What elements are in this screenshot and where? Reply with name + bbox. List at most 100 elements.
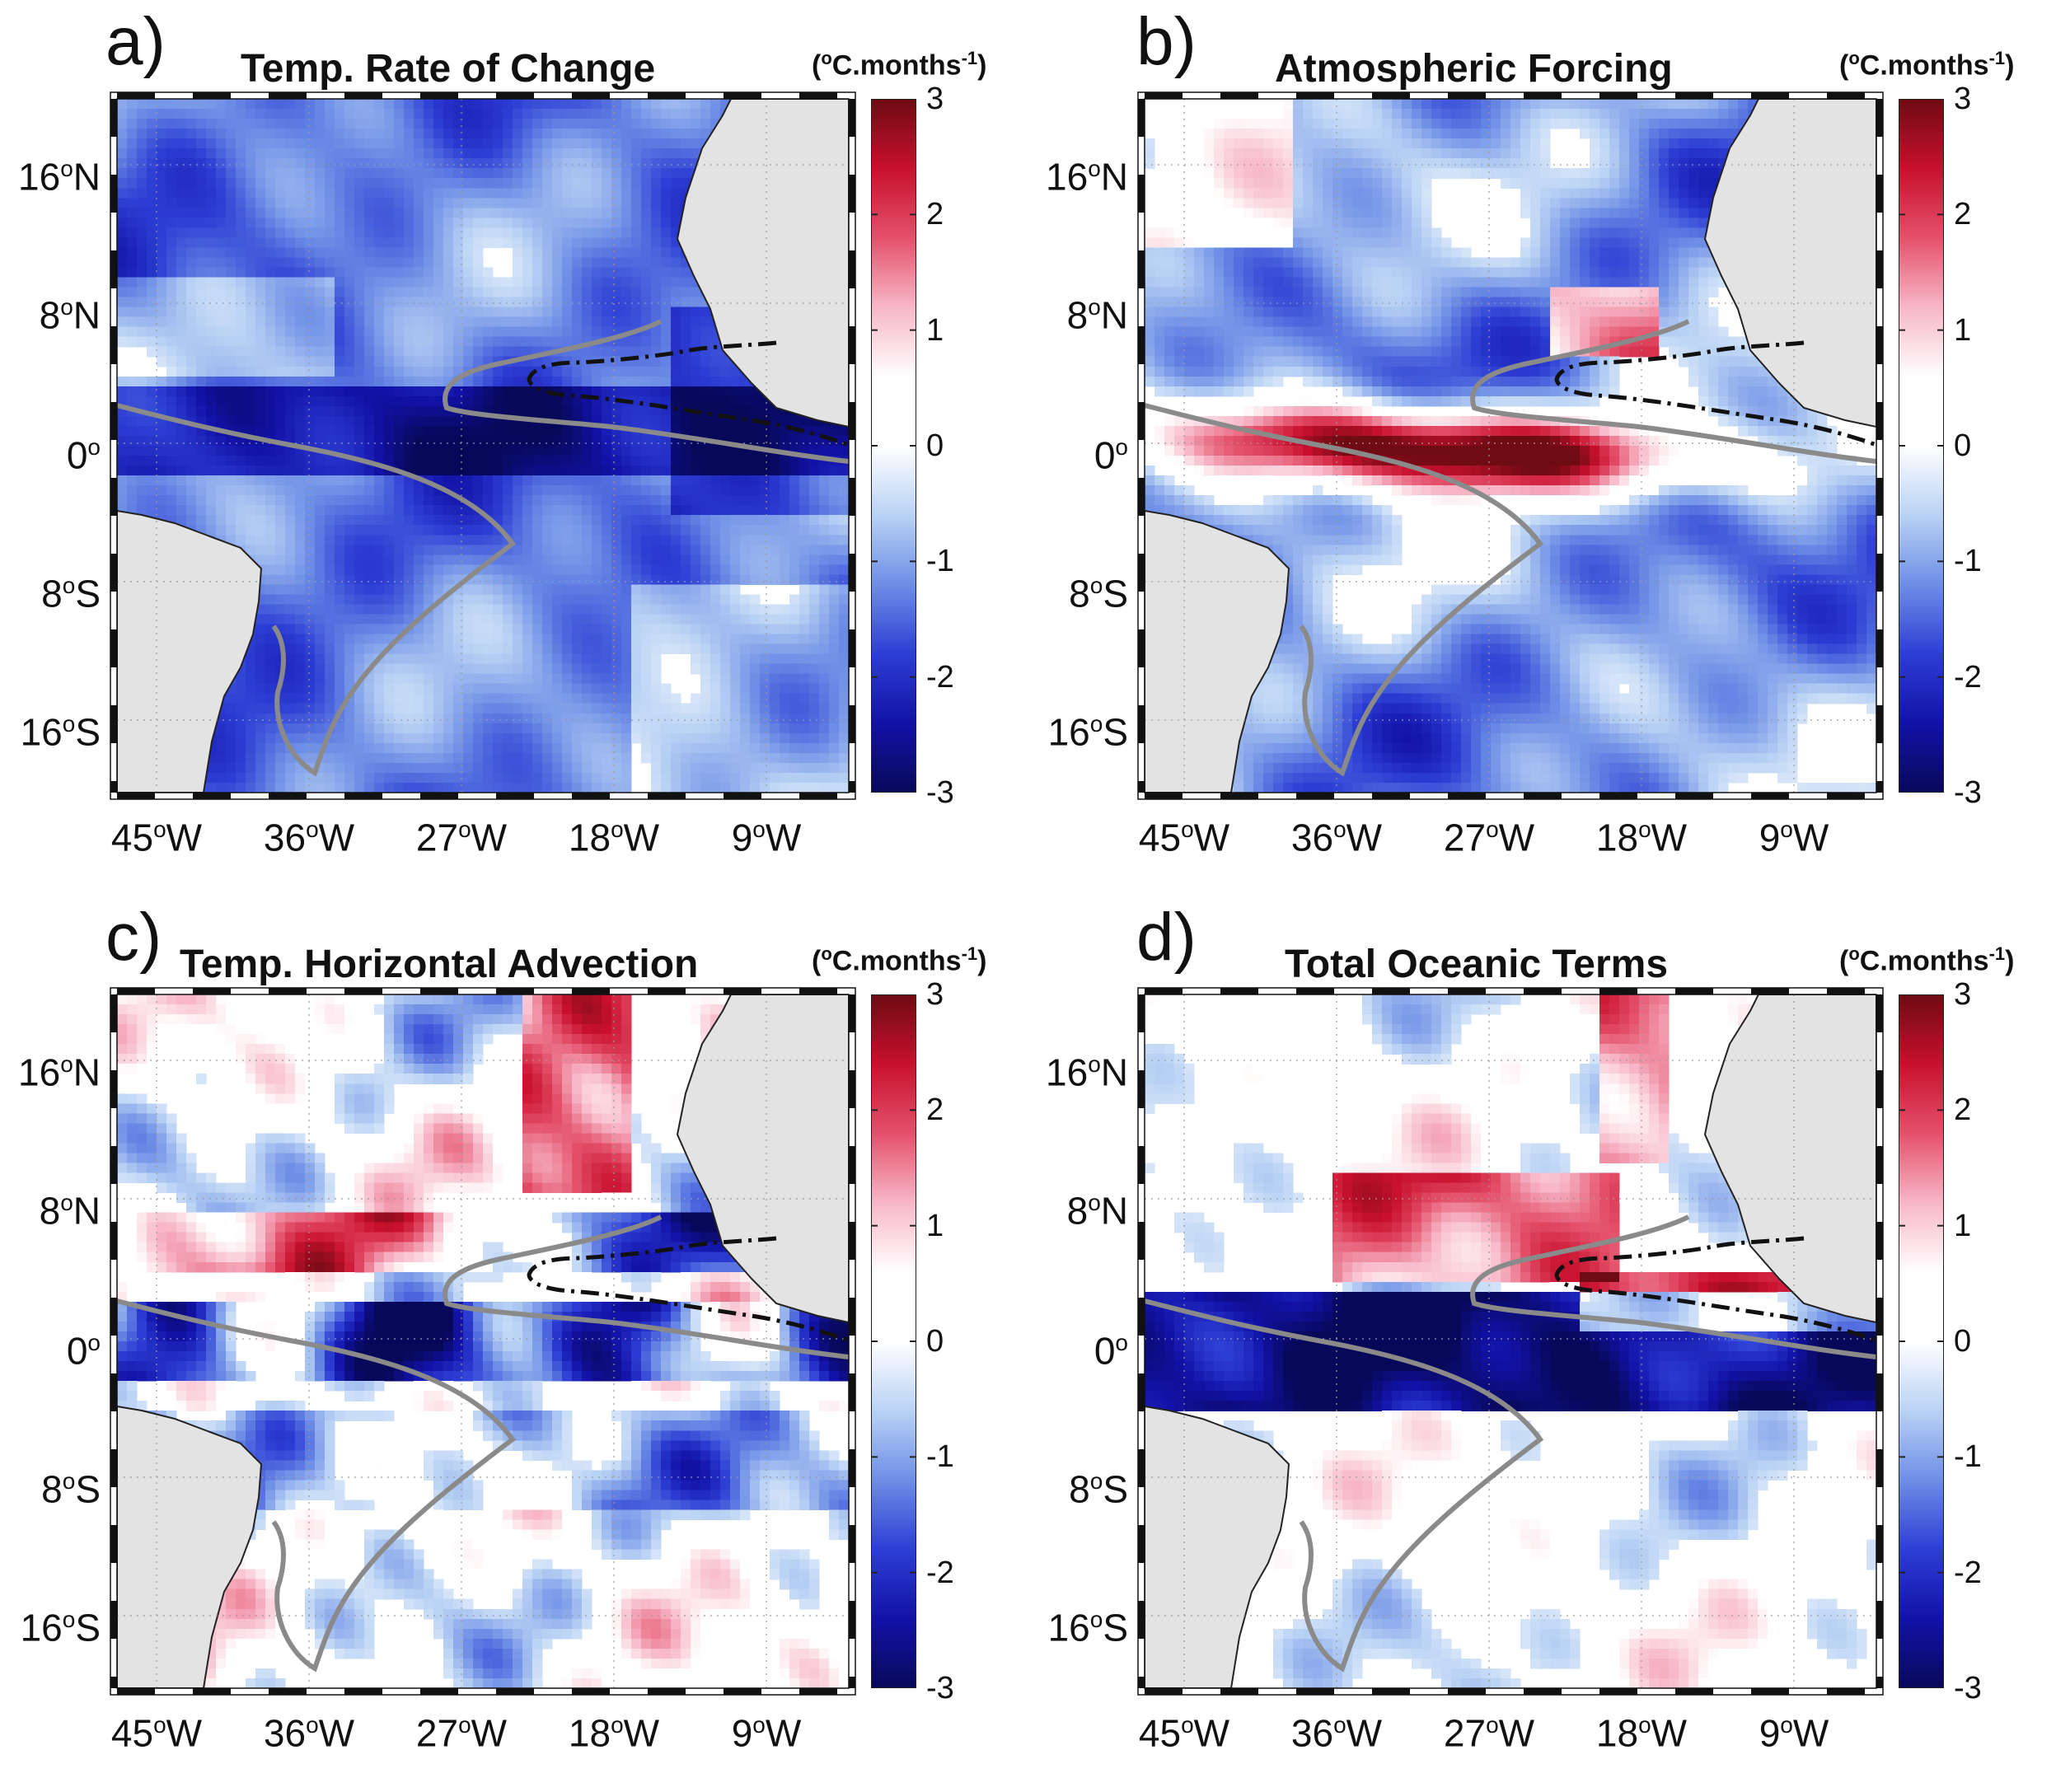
- units-exponent: -1: [961, 48, 978, 68]
- hemisphere: N: [1100, 1189, 1128, 1233]
- lon-value: 27: [415, 1711, 459, 1755]
- lat-value: 0: [66, 1329, 88, 1373]
- lon-tick-label: 27oW: [1415, 816, 1563, 859]
- lat-tick-label: 8oN: [1013, 1189, 1128, 1233]
- hemisphere: W: [318, 1711, 355, 1755]
- degree-sign: o: [1089, 1607, 1103, 1632]
- colorbar-tick-label: 2: [1954, 197, 1972, 232]
- hemisphere: S: [75, 1606, 101, 1649]
- lon-tick-label: 45oW: [82, 816, 231, 859]
- land-south-america: [117, 509, 263, 793]
- degree-sign: o: [1088, 1051, 1101, 1077]
- land-south-america: [1145, 509, 1290, 793]
- lat-tick-label: 16oS: [0, 713, 101, 751]
- hemisphere: S: [1103, 572, 1128, 615]
- lon-tick-label: 9oW: [692, 816, 841, 859]
- degree-sign: o: [1088, 294, 1101, 320]
- lat-value: 16: [18, 155, 61, 199]
- lat-value: 16: [1047, 1606, 1090, 1649]
- lon-value: 18: [1595, 1711, 1639, 1755]
- hemisphere: W: [1346, 816, 1383, 859]
- lon-value: 18: [1595, 816, 1639, 859]
- land-south-america: [117, 1405, 263, 1688]
- units-text: C.months: [831, 49, 962, 82]
- lon-tick-label: 45oW: [1110, 818, 1258, 857]
- hemisphere: W: [1498, 816, 1535, 859]
- hemisphere: S: [75, 1467, 101, 1511]
- colorbar-tick-label: 1: [926, 1208, 944, 1243]
- land-africa: [676, 994, 849, 1324]
- colorbar-units: (oC.months-1): [1839, 49, 2015, 82]
- degree-sign: o: [1486, 816, 1499, 842]
- lat-value: 16: [1046, 155, 1089, 199]
- lat-tick-label: 0o: [1013, 1331, 1128, 1370]
- hemisphere: W: [166, 816, 203, 859]
- lat-tick-label: 16oS: [1013, 713, 1128, 751]
- degree-sign: o: [60, 294, 73, 320]
- map-frame: [1137, 987, 1884, 1696]
- lon-value: 36: [263, 816, 307, 859]
- lon-value: 9: [731, 816, 753, 859]
- degree-sign: o: [1089, 1468, 1103, 1494]
- degree-sign: o: [1780, 816, 1793, 842]
- dash-dot-contour: [527, 340, 849, 447]
- dash-dot-contour: [1554, 340, 1876, 447]
- colorbar-tick-label: 2: [1954, 1093, 1972, 1128]
- lat-value: 8: [41, 572, 63, 615]
- degree-sign: o: [153, 816, 166, 842]
- lon-tick-label: 36oW: [235, 1714, 383, 1752]
- colorbar: [871, 99, 916, 793]
- degree-sign: o: [458, 1712, 471, 1738]
- degree-sign: o: [87, 434, 101, 460]
- map-frame: [1137, 91, 1884, 800]
- lon-tick-label: 45oW: [1110, 1714, 1258, 1752]
- map-frame: [110, 987, 856, 1696]
- hemisphere: W: [1498, 1711, 1535, 1755]
- lat-value: 8: [1069, 1467, 1090, 1511]
- units-paren: (: [1839, 945, 1849, 977]
- units-paren: ): [2005, 49, 2015, 82]
- panel-title: Atmospheric Forcing: [1275, 47, 1673, 91]
- lat-value: 16: [1046, 1050, 1089, 1094]
- colorbar-tick-label: 3: [1954, 977, 1972, 1012]
- colorbar-tick-label: -1: [926, 1439, 954, 1475]
- land-africa: [1703, 99, 1876, 428]
- hemisphere: W: [765, 1711, 802, 1755]
- lat-tick-label: 8oN: [0, 293, 101, 337]
- panel-letter: c): [105, 900, 162, 975]
- land-africa: [1703, 994, 1876, 1324]
- land-south-america: [1145, 1405, 1290, 1688]
- panel-title: Temp. Rate of Change: [241, 47, 656, 91]
- map-panel: d) Total Oceanic Terms (oC.months-1) 16oN 8o…: [1028, 896, 2055, 1791]
- degree-sign: o: [60, 156, 73, 181]
- degree-sign: o: [62, 1607, 76, 1632]
- degree-sign: o: [60, 1190, 73, 1215]
- colorbar-tick-label: -3: [926, 1671, 954, 1705]
- lat-tick-label: 8oS: [1013, 572, 1128, 615]
- lon-tick-label: 18oW: [1567, 816, 1716, 859]
- degree-sign: o: [1638, 816, 1651, 842]
- colorbar-tick-label: -3: [926, 775, 954, 810]
- colorbar-tick-label: 1: [1954, 312, 1972, 348]
- degree-sign: o: [611, 1712, 624, 1738]
- map-field: [1137, 91, 1884, 800]
- lat-value: 8: [39, 293, 61, 337]
- lon-value: 27: [415, 816, 459, 859]
- degree-sign: o: [306, 1712, 319, 1738]
- lon-tick-label: 27oW: [387, 816, 536, 859]
- colorbar-tick-label: 1: [926, 312, 944, 348]
- lon-tick-label: 9oW: [692, 1714, 841, 1752]
- map-panel: c) Temp. Horizontal Advection (oC.months-1…: [0, 896, 1028, 1791]
- hemisphere: S: [1103, 710, 1128, 754]
- region-contour: [117, 319, 849, 777]
- hemisphere: W: [1651, 1711, 1688, 1755]
- lat-tick-label: 0o: [0, 434, 101, 475]
- hemisphere: N: [73, 1189, 101, 1233]
- degree-sign: o: [752, 1712, 766, 1738]
- lon-tick-label: 27oW: [1415, 1714, 1563, 1752]
- hemisphere: N: [1100, 1050, 1128, 1094]
- lat-value: 16: [20, 710, 63, 754]
- degree-sign: o: [611, 816, 624, 842]
- colorbar-tick-label: 0: [1954, 1324, 1972, 1359]
- units-degree: o: [821, 943, 832, 964]
